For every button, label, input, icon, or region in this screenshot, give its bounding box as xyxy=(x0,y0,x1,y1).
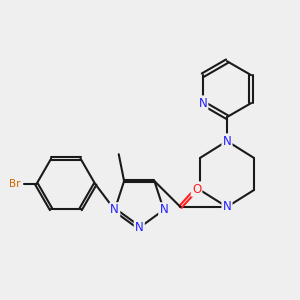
Text: N: N xyxy=(223,200,231,213)
Text: N: N xyxy=(135,221,144,234)
Text: N: N xyxy=(198,97,207,110)
Text: O: O xyxy=(192,182,201,196)
Text: N: N xyxy=(159,203,168,216)
Text: N: N xyxy=(110,203,119,216)
Text: N: N xyxy=(223,134,231,148)
Text: Br: Br xyxy=(9,179,21,189)
